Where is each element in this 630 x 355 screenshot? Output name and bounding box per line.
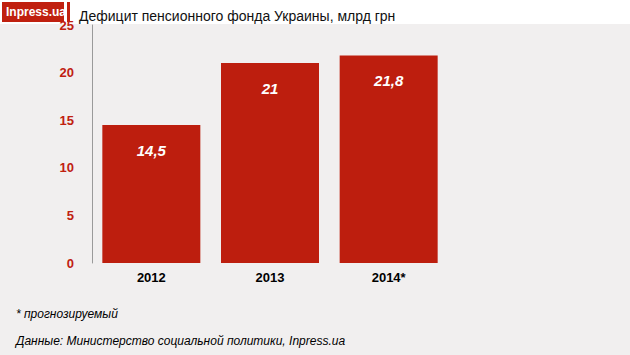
svg-text:Дефицит пенсионного фонда Укра: Дефицит пенсионного фонда Украины, млрд …	[79, 8, 395, 24]
svg-text:* прогнозируемый: * прогнозируемый	[16, 307, 118, 321]
svg-text:25: 25	[60, 18, 74, 33]
svg-text:21,8: 21,8	[373, 72, 404, 89]
svg-text:5: 5	[67, 208, 74, 223]
svg-text:14,5: 14,5	[137, 142, 167, 159]
svg-text:Inpress.ua: Inpress.ua	[6, 5, 66, 19]
svg-text:2012: 2012	[137, 270, 166, 285]
svg-text:0: 0	[67, 256, 74, 271]
svg-text:2013: 2013	[256, 270, 285, 285]
svg-text:15: 15	[60, 113, 74, 128]
svg-text:2014*: 2014*	[372, 270, 407, 285]
svg-text:20: 20	[60, 65, 74, 80]
svg-text:21: 21	[261, 80, 279, 97]
svg-text:10: 10	[60, 160, 74, 175]
svg-text:Данные: Министерство социально: Данные: Министерство социальной политики…	[14, 334, 345, 348]
